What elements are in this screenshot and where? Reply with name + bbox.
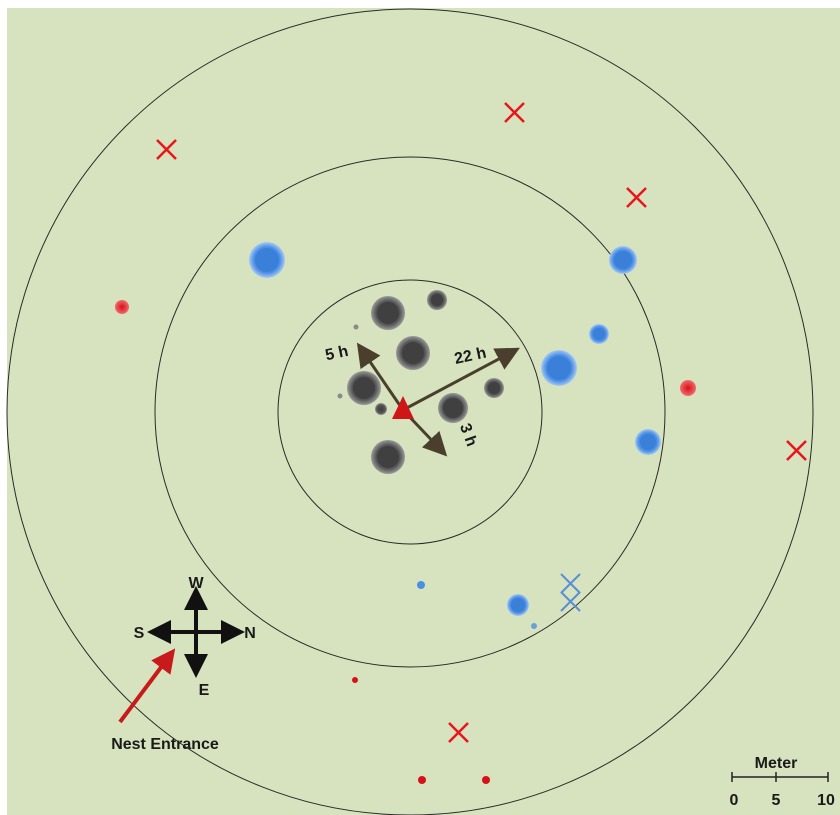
- ring-inner: [277, 279, 543, 545]
- gray-markers: [337, 290, 504, 474]
- gray-marker-small: [353, 324, 359, 330]
- label-3h: 3 h: [456, 421, 480, 449]
- compass: W E S N: [134, 575, 256, 699]
- scale-bar-tick-label: 5: [772, 792, 781, 809]
- red-marker-small: [418, 776, 426, 784]
- red-marker: [115, 300, 129, 314]
- blue-marker-small: [531, 623, 537, 629]
- cross-mark-blue: [560, 591, 581, 612]
- red-marker: [680, 380, 696, 396]
- scale-bar-tick-label: 10: [817, 792, 835, 809]
- red-markers: [115, 300, 696, 784]
- cross-mark: [504, 102, 525, 123]
- red-marker-small: [352, 677, 358, 683]
- gray-marker-core: [377, 302, 399, 324]
- blue-markers: [249, 242, 661, 629]
- cross-mark-blue: [560, 573, 581, 594]
- arrow-22h: [402, 347, 520, 412]
- map-background: [7, 8, 840, 815]
- blue-marker-core: [255, 248, 279, 272]
- gray-marker-core: [377, 446, 399, 468]
- nest-center-marker: [392, 396, 414, 419]
- blue-marker-core: [511, 598, 525, 612]
- cross-mark: [626, 187, 647, 208]
- ring-outer: [6, 8, 814, 815]
- label-22h: 22 h: [453, 345, 488, 368]
- compass-west-label: W: [188, 575, 204, 592]
- blue-marker-core: [547, 356, 571, 380]
- nest-entrance-arrow: [118, 648, 176, 724]
- arrow-5h: [356, 342, 405, 411]
- gray-marker: [375, 403, 387, 415]
- nest-entrance-label: Nest Entrance: [111, 736, 219, 753]
- cross-mark: [786, 440, 807, 461]
- gray-marker-small: [337, 393, 343, 399]
- scale-bar: Meter 0 5 10: [730, 755, 835, 809]
- gray-marker-core: [488, 382, 500, 394]
- gray-marker-core: [353, 377, 375, 399]
- blue-marker-core: [593, 328, 605, 340]
- blue-crosses: [560, 573, 581, 612]
- blue-marker-small: [417, 581, 425, 589]
- label-5h: 5 h: [324, 343, 350, 364]
- cross-mark: [448, 722, 469, 743]
- compass-south-label: S: [134, 625, 145, 642]
- blue-marker-core: [614, 251, 632, 269]
- gray-marker-core: [431, 294, 443, 306]
- cross-mark: [156, 139, 177, 160]
- compass-east-label: E: [199, 682, 210, 699]
- blue-marker-core: [640, 434, 656, 450]
- gray-marker-core: [402, 342, 424, 364]
- red-crosses: [156, 102, 807, 743]
- scale-bar-title: Meter: [755, 755, 798, 772]
- gray-marker-core: [443, 398, 463, 418]
- scale-bar-tick-label: 0: [730, 792, 739, 809]
- red-marker-small: [482, 776, 490, 784]
- compass-north-label: N: [244, 625, 256, 642]
- ring-middle: [154, 156, 666, 668]
